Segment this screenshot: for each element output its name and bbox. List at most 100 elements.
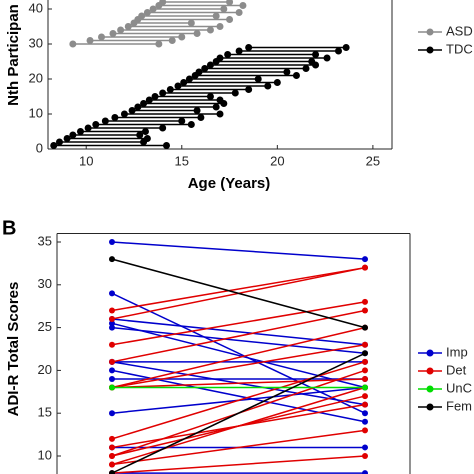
legend-dot (426, 367, 434, 375)
legend-dot (426, 28, 434, 36)
slope-line (111, 386, 366, 466)
dot (362, 324, 368, 331)
dot (235, 47, 243, 55)
dot (84, 124, 92, 132)
dot (69, 131, 77, 139)
slope-line (111, 429, 366, 466)
dot (143, 135, 151, 142)
dot (206, 93, 214, 100)
dot (362, 375, 368, 382)
dot (98, 33, 106, 41)
dot (362, 410, 368, 417)
legend-dot (426, 349, 434, 357)
dot (362, 384, 368, 391)
dot (273, 79, 281, 86)
legend-label: Fem (446, 398, 472, 413)
y-tick-label: 10 (29, 105, 43, 120)
dot (302, 65, 310, 72)
dot (362, 307, 368, 314)
dot (206, 61, 214, 69)
dot (141, 128, 149, 135)
slope-line (111, 361, 366, 440)
dot (334, 47, 342, 55)
dot (120, 110, 128, 118)
x-tick-label: 25 (366, 153, 380, 168)
y-tick-label: 20 (38, 362, 52, 377)
slope-line (111, 318, 366, 346)
dot (187, 19, 195, 27)
dot (162, 142, 170, 149)
dot (362, 350, 368, 357)
slope-line (111, 292, 366, 414)
dot (235, 9, 243, 16)
y-tick-label: 40 (29, 0, 43, 15)
slope-line (111, 258, 366, 329)
slope-line (111, 309, 366, 363)
dot (323, 54, 331, 62)
dot (76, 128, 84, 135)
slope-line (111, 455, 366, 474)
dot (264, 82, 272, 90)
x-axis-label: Age (Years) (188, 175, 271, 192)
y-tick-label: 10 (38, 447, 52, 462)
legend-label: TDC (446, 41, 473, 56)
slope-line (111, 266, 366, 312)
slope-line (111, 352, 366, 474)
legend-dot (426, 46, 434, 54)
dot (362, 393, 368, 400)
dot (362, 358, 368, 365)
dot (254, 75, 262, 83)
legend-dot (426, 403, 434, 411)
slope-line (111, 343, 366, 389)
legend-label: Imp (446, 344, 468, 359)
dot (216, 54, 224, 62)
dot (174, 82, 182, 90)
dot (109, 410, 115, 417)
dot (109, 367, 115, 374)
legend-dot (426, 385, 434, 393)
slope-line (111, 322, 366, 389)
dot (362, 264, 368, 271)
dot (109, 290, 115, 297)
dot (212, 12, 220, 20)
x-tick-label: 10 (79, 153, 93, 168)
dot (86, 37, 94, 44)
dot (362, 367, 368, 374)
dot (109, 324, 115, 331)
dot (178, 33, 186, 41)
dot (117, 26, 125, 34)
dot (216, 110, 224, 118)
dot (149, 5, 157, 13)
dot (185, 75, 193, 83)
y-tick-label: 15 (38, 405, 52, 420)
dot (231, 89, 239, 97)
dot (283, 68, 291, 76)
dot (151, 93, 159, 100)
dot (201, 65, 209, 72)
dot (216, 96, 224, 104)
dot (111, 114, 119, 121)
y-tick-label: 35 (38, 233, 52, 248)
slope-line (111, 301, 366, 346)
dot (136, 131, 144, 139)
dot (124, 23, 132, 30)
slope-line (111, 326, 366, 355)
y-tick-label: 30 (29, 35, 43, 50)
dot (292, 72, 300, 79)
y-tick-label: 25 (38, 319, 52, 334)
dot (195, 68, 203, 76)
dot (212, 103, 220, 111)
dot (109, 444, 115, 451)
dot (109, 375, 115, 382)
dot (109, 435, 115, 442)
dot (220, 5, 228, 13)
dot (69, 40, 77, 48)
dot (187, 121, 195, 128)
dot (109, 256, 115, 263)
y-tick-label: 20 (29, 70, 43, 85)
dot (155, 40, 163, 48)
dot (109, 470, 115, 474)
x-tick-label: 15 (175, 153, 189, 168)
dot (63, 135, 71, 142)
